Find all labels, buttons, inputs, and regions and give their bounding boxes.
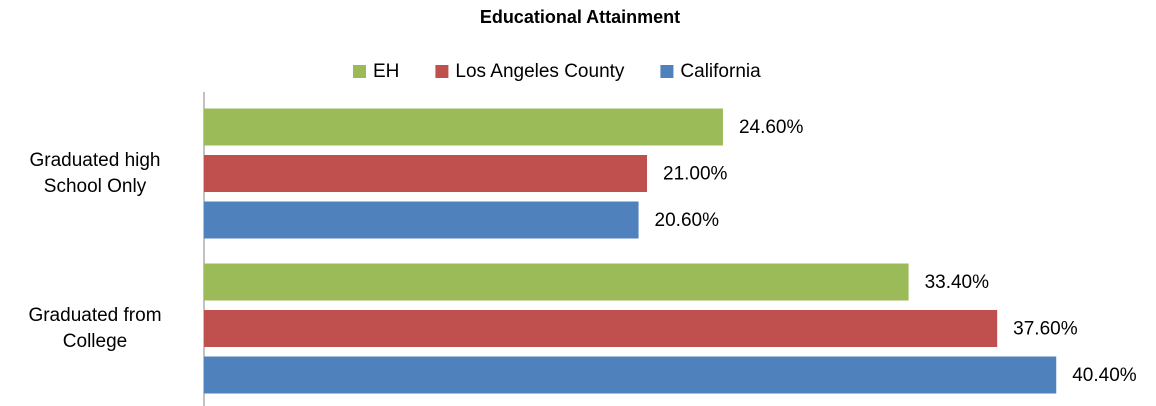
bar	[204, 263, 909, 301]
category-label-box: Graduated from College	[28, 304, 162, 352]
bar	[204, 108, 723, 146]
legend-label: California	[680, 61, 761, 82]
y-tick-label: Graduated from College	[28, 304, 162, 352]
data-label: 20.60%	[655, 210, 720, 231]
data-label: 33.40%	[925, 272, 990, 293]
data-label: 37.60%	[1013, 319, 1078, 340]
data-label: 40.40%	[1072, 365, 1137, 386]
bar	[204, 356, 1057, 394]
bar	[204, 201, 639, 239]
bar	[204, 310, 998, 347]
chart-title: Educational Attainment	[480, 7, 680, 27]
category-label-box: Graduated high School Only	[29, 149, 161, 197]
data-label: 24.60%	[739, 117, 804, 138]
legend-label: EH	[373, 61, 399, 82]
legend-swatch	[435, 65, 449, 78]
bar	[204, 155, 647, 192]
legend-swatch	[353, 65, 366, 78]
data-label: 21.00%	[663, 164, 728, 185]
legend-swatch	[660, 65, 674, 78]
y-tick-label: Graduated high School Only	[29, 149, 161, 197]
legend-label: Los Angeles County	[455, 61, 625, 82]
